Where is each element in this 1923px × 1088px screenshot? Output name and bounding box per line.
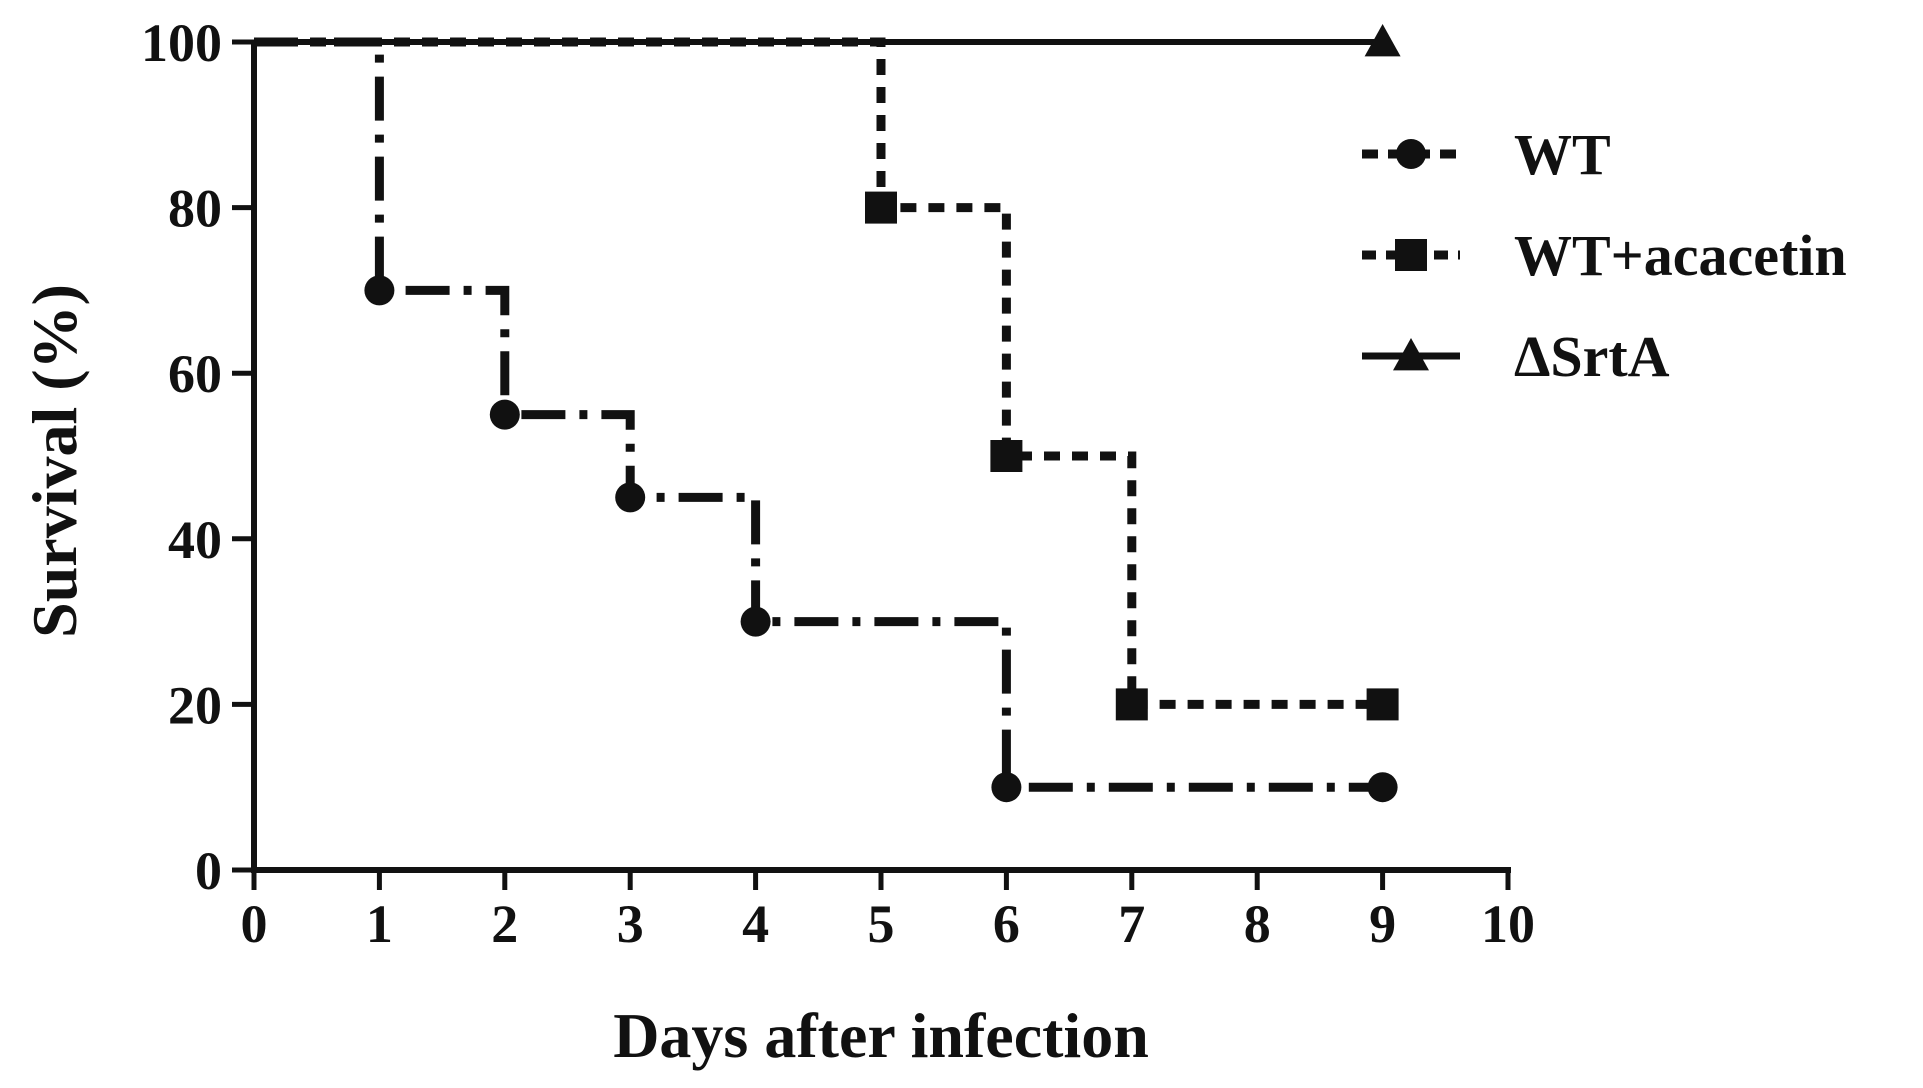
x-tick-label: 6 [993, 894, 1020, 954]
legend-marker-wt-acacetin [1395, 239, 1427, 271]
legend-item-wt: WT [1362, 122, 1611, 187]
x-tick-label: 1 [366, 894, 393, 954]
x-tick-label: 7 [1118, 894, 1145, 954]
y-tick-label: 40 [168, 510, 222, 570]
legend-label-wt: WT [1514, 122, 1611, 187]
x-axis-title: Days after infection [613, 1000, 1149, 1071]
x-tick-label: 8 [1244, 894, 1271, 954]
data-point-wt [740, 606, 771, 637]
data-point-wt-acacetin [990, 440, 1023, 472]
data-point-wt [991, 772, 1022, 803]
y-tick-label: 100 [141, 13, 222, 73]
legend-item-srta: ΔSrtA [1362, 324, 1670, 389]
legend-marker-srta [1393, 338, 1429, 371]
x-tick-label: 3 [617, 894, 644, 954]
legend-marker-wt [1396, 139, 1426, 169]
plot-area [254, 24, 1401, 803]
legend-item-wt-acacetin: WT+acacetin [1362, 223, 1847, 288]
y-tick-label: 80 [168, 179, 222, 239]
x-tick-label: 2 [491, 894, 518, 954]
y-axis-title: Survival (%) [19, 284, 90, 638]
data-point-wt [489, 399, 520, 430]
data-point-wt [1367, 772, 1398, 803]
x-tick-label: 10 [1481, 894, 1535, 954]
x-tick-label: 4 [742, 894, 769, 954]
data-point-wt-acacetin [865, 191, 897, 224]
series-wt-acacetin [254, 37, 1399, 721]
data-point-wt [364, 275, 395, 306]
y-tick-label: 20 [168, 675, 222, 735]
x-tick-label: 5 [868, 894, 895, 954]
legend-label-wt-acacetin: WT+acacetin [1514, 223, 1847, 288]
legend: WT WT+acacetin ΔSrtA [1362, 122, 1847, 389]
series-srta [254, 24, 1401, 57]
y-tick-label: 60 [168, 344, 222, 404]
x-tick-label: 9 [1369, 894, 1396, 954]
data-point-srta [1364, 24, 1401, 57]
legend-label-srta: ΔSrtA [1514, 324, 1670, 389]
data-point-wt-acacetin [1115, 688, 1148, 721]
y-tick-label: 0 [195, 841, 222, 901]
series-line-wt [254, 37, 1383, 792]
x-tick-label: 0 [241, 894, 268, 954]
data-point-wt [615, 482, 646, 513]
series-line-wt-acacetin [254, 37, 1383, 709]
data-point-wt-acacetin [1366, 688, 1399, 721]
series-wt [254, 37, 1398, 803]
